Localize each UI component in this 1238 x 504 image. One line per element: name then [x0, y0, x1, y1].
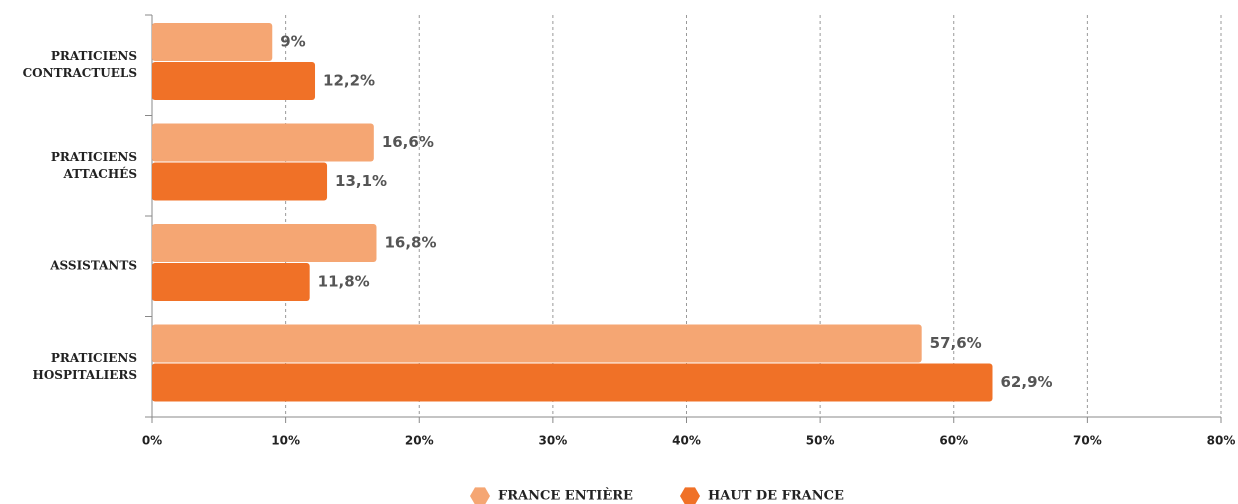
data-label: 16,6%: [382, 133, 434, 151]
x-tick-label: 50%: [806, 434, 835, 448]
y-tick-label: PRATICIENS HOSPITALIERS: [32, 350, 137, 382]
data-label: 13,1%: [335, 172, 387, 190]
x-tick-label: 10%: [271, 434, 300, 448]
data-label: 9%: [280, 33, 305, 51]
bar: [152, 363, 993, 402]
bar: [152, 62, 316, 100]
bar: [152, 324, 922, 363]
x-tick-label: 0%: [142, 434, 162, 448]
x-tick-label: 80%: [1207, 434, 1236, 448]
bar: [152, 263, 310, 301]
data-label: 12,2%: [323, 72, 375, 90]
y-tick-label: ASSISTANTS: [50, 258, 137, 273]
legend-label: HAUT DE FRANCE: [708, 489, 844, 504]
x-tick-label: 70%: [1073, 434, 1102, 448]
legend-label: FRANCE ENTIÈRE: [498, 488, 633, 504]
data-label: 57,6%: [930, 334, 982, 352]
bar: [152, 224, 377, 262]
x-tick-label: 30%: [539, 434, 568, 448]
y-tick-label: PRATICIENS ATTACHÉS: [50, 149, 137, 181]
data-label: 62,9%: [1001, 373, 1053, 391]
x-tick-label: 20%: [405, 434, 434, 448]
bar: [152, 162, 328, 201]
legend-marker: [680, 487, 700, 504]
legend-marker: [470, 487, 490, 504]
bar: [152, 123, 374, 162]
x-tick-label: 60%: [939, 434, 968, 448]
x-tick-label: 40%: [672, 434, 701, 448]
data-label: 16,8%: [384, 234, 436, 252]
data-label: 11,8%: [318, 273, 370, 291]
bar: [152, 23, 273, 61]
y-tick-label: PRATICIENS CONTRACTUELS: [22, 49, 137, 81]
